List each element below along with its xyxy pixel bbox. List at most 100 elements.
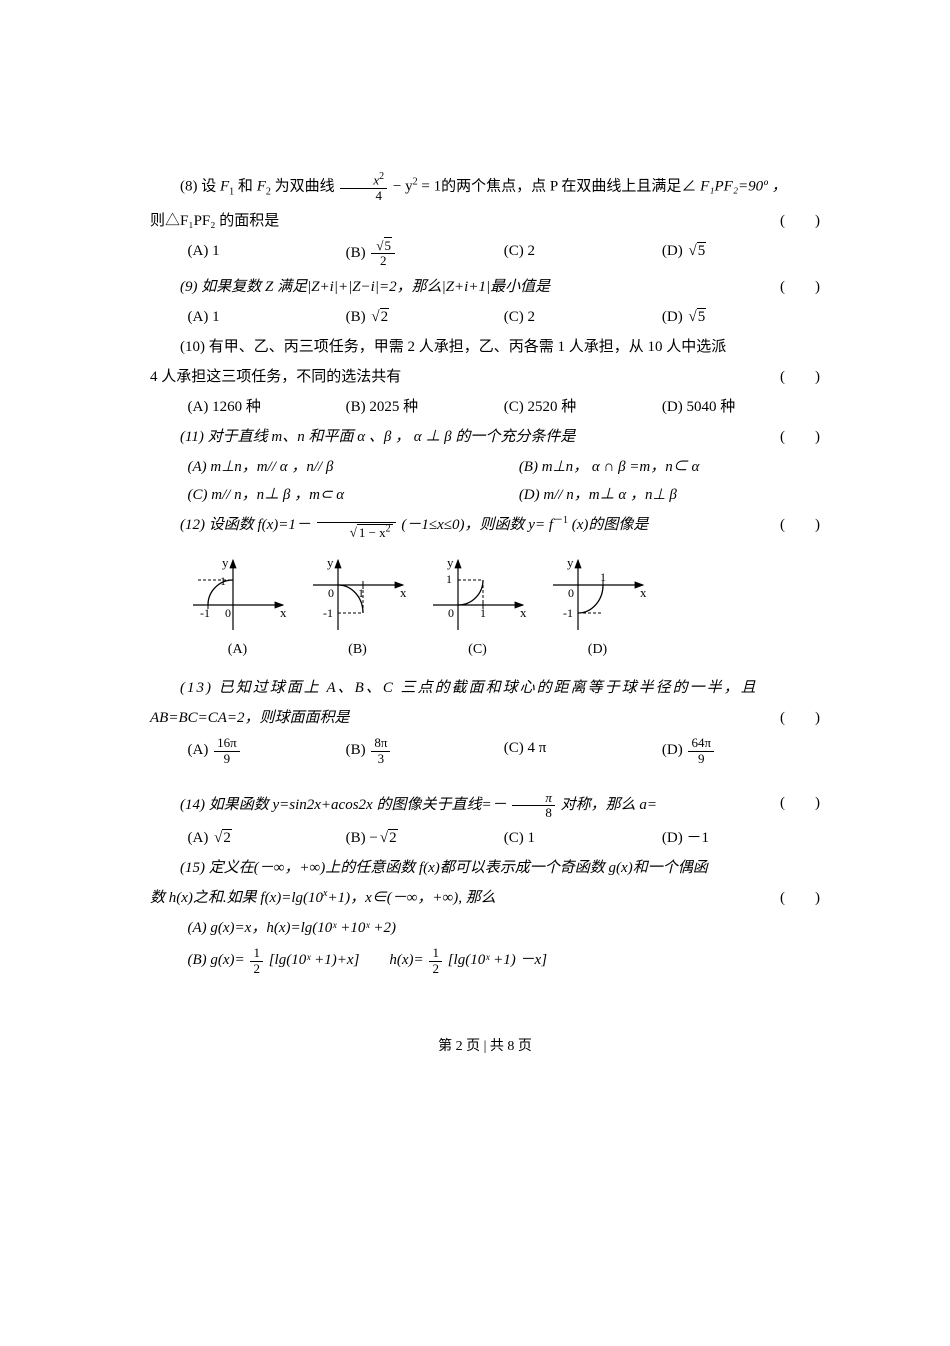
- q9-optB-sqrt: 2: [380, 308, 390, 325]
- q9-optB-label: (B): [346, 309, 370, 325]
- q14-optC: (C) 1: [504, 826, 662, 850]
- svg-text:0: 0: [225, 606, 231, 620]
- q13-optA-label: (A): [188, 742, 213, 758]
- q8-mid2: 为双曲线: [275, 178, 335, 194]
- q9-opts: (A) 1 (B) 2 (C) 2 (D) 5: [150, 305, 820, 329]
- q15-optB-f2d: 2: [429, 962, 442, 976]
- q11-optB: (B) m⊥n， α ∩ β =m，n⊂ α: [519, 455, 820, 479]
- q13-line2: AB=BC=CA=2，则球面面积是 ( ): [150, 706, 820, 730]
- q12-sqrt-inner: 1 − x: [359, 525, 386, 540]
- q14-fnum: π: [512, 791, 555, 806]
- q10-optB: (B) 2025 种: [346, 395, 504, 419]
- q13-optC: (C) 4 π: [504, 736, 662, 766]
- q14-optA-label: (A): [188, 830, 213, 846]
- svg-text:x: x: [520, 605, 527, 620]
- q14-optB: (B) −2: [346, 826, 504, 850]
- q8-optB-den: 2: [371, 254, 395, 268]
- q9-optA: (A) 1: [188, 305, 346, 329]
- q9-paren: ( ): [750, 275, 820, 299]
- q8-optB-sqrt: 5: [384, 237, 393, 253]
- q13-paren: ( ): [780, 706, 820, 730]
- q11-text: (11) 对于直线 m、n 和平面 α 、β ， α ⊥ β 的一个充分条件是: [180, 429, 575, 445]
- q8-opts: (A) 1 (B) 5 2 (C) 2 (D) 5: [150, 239, 820, 269]
- q8-angle: F₁PF₂=90º ，: [700, 178, 786, 194]
- q8-sub1: 1: [229, 186, 234, 197]
- q10-opts: (A) 1260 种 (B) 2025 种 (C) 2520 种 (D) 504…: [150, 395, 820, 419]
- q8-optC: (C) 2: [504, 239, 662, 269]
- q15-optA-text: (A) g(x)=x，h(x)=lg(10ˣ +10ˣ +2): [188, 920, 396, 936]
- q15-optB-f1n: 1: [250, 946, 263, 961]
- q13-line2-text: AB=BC=CA=2，则球面面积是: [150, 710, 350, 726]
- q15-optB-mid2: [lg(10ˣ +1) －x]: [448, 953, 547, 969]
- q10-line2-text: 4 人承担这三项任务，不同的选法共有: [150, 369, 401, 385]
- q13-opts: (A) 16π9 (B) 8π3 (C) 4 π (D) 64π9: [150, 736, 820, 766]
- q8-line2: 则△F₁PF₂ 的面积是 ( ): [150, 209, 820, 233]
- figC-cap: (C): [428, 639, 528, 661]
- q13-optD: (D) 64π9: [662, 736, 820, 766]
- q9-optB: (B) 2: [346, 305, 504, 329]
- figC-svg: x y 0 1 1: [428, 555, 528, 635]
- q10-optA: (A) 1260 种: [188, 395, 346, 419]
- svg-text:y: y: [222, 555, 229, 570]
- svg-text:x: x: [280, 605, 287, 620]
- q15-optB-pre: (B) g(x)=: [188, 953, 245, 969]
- footer-page: 2: [456, 1039, 463, 1054]
- q15-optB-f1d: 2: [250, 962, 263, 976]
- q12-figD: x y 0 1 -1 (D): [548, 555, 648, 661]
- figD-cap: (D): [548, 639, 648, 661]
- q12-line: (12) 设函数 f(x)=1－ √1 − x2 (－1≤x≤0)，则函数 y=…: [150, 513, 820, 540]
- q13-optB: (B) 8π3: [346, 736, 504, 766]
- q8-optB-label: (B): [346, 245, 370, 261]
- q8-f1: F: [220, 178, 229, 194]
- q8-mid3: − y: [393, 178, 413, 194]
- q13-optB-label: (B): [346, 742, 370, 758]
- footer-post: 页: [514, 1039, 532, 1054]
- q15-optB-mid1: [lg(10ˣ +1)+x] h(x)=: [269, 953, 424, 969]
- q8-sub2: 2: [266, 186, 271, 197]
- q13-line1: (13) 已知过球面上 A、B、C 三点的截面和球心的距离等于球半径的一半，且: [150, 676, 820, 700]
- svg-text:x: x: [400, 585, 407, 600]
- q9-optD-label: (D): [662, 309, 687, 325]
- page-footer: 第 2 页 | 共 8 页: [150, 1036, 820, 1058]
- q11-optA: (A) m⊥n，m// α ，n// β: [188, 455, 519, 479]
- q8-mid1: 和: [238, 178, 257, 194]
- q12-figures: x y 0 -1 1 (A) x y 0 1 -1: [150, 555, 820, 661]
- q11-optD: (D) m// n，m⊥ α ，n⊥ β: [519, 483, 820, 507]
- q12-pre: (12) 设函数 f(x)=1－: [180, 517, 311, 533]
- q14-pre: (14) 如果函数 y=sin2x+acos2x 的图像关于直线=－: [180, 797, 507, 813]
- svg-text:1: 1: [446, 572, 452, 586]
- footer-mid: 页 | 共: [463, 1039, 508, 1054]
- q14-optA-sqrt: 2: [222, 829, 232, 846]
- q14-opts: (A) 2 (B) −2 (C) 1 (D) －1: [150, 826, 820, 850]
- q14-optB-label: (B): [346, 830, 370, 846]
- svg-text:y: y: [567, 555, 574, 570]
- svg-text:0: 0: [568, 586, 574, 600]
- q9-optC: (C) 2: [504, 305, 662, 329]
- q9-line: (9) 如果复数 Z 满足|Z+i|+|Z−i|=2，那么|Z+i+1|最小值是…: [150, 275, 820, 299]
- q12-figA: x y 0 -1 1 (A): [188, 555, 288, 661]
- figD-svg: x y 0 1 -1: [548, 555, 648, 635]
- q8-paren: ( ): [780, 209, 820, 233]
- q14-optB-sqrt: 2: [388, 829, 398, 846]
- figB-svg: x y 0 1 -1: [308, 555, 408, 635]
- q13-optA-den: 9: [214, 752, 240, 766]
- footer-pre: 第: [438, 1039, 456, 1054]
- q14-optA: (A) 2: [188, 826, 346, 850]
- q13-optA-num: 16π: [214, 736, 240, 751]
- q13-line1-text: (13) 已知过球面上 A、B、C 三点的截面和球心的距离等于球半径的一半，且: [180, 680, 758, 696]
- q14-optD: (D) －1: [662, 826, 820, 850]
- q14-paren: ( ): [750, 791, 820, 815]
- q12-sqrtfrac: √1 − x2: [317, 516, 396, 540]
- q15-line1: (15) 定义在(－∞，+∞)上的任意函数 f(x)都可以表示成一个奇函数 g(…: [150, 856, 820, 880]
- q10-optC: (C) 2520 种: [504, 395, 662, 419]
- q8-optD-label: (D): [662, 243, 687, 259]
- q11-paren: ( ): [750, 425, 820, 449]
- svg-text:0: 0: [328, 586, 334, 600]
- q13-optD-den: 9: [688, 752, 714, 766]
- q12-post2: (x)的图像是: [572, 517, 649, 533]
- q14-optB-neg: −: [369, 830, 377, 846]
- q8-optA: (A) 1: [188, 239, 346, 269]
- svg-text:-1: -1: [563, 606, 573, 620]
- q13-optD-num: 64π: [688, 736, 714, 751]
- page-content: (8) 设 F1 和 F2 为双曲线 x2 4 − y2 = 1的两个焦点，点 …: [0, 0, 950, 1098]
